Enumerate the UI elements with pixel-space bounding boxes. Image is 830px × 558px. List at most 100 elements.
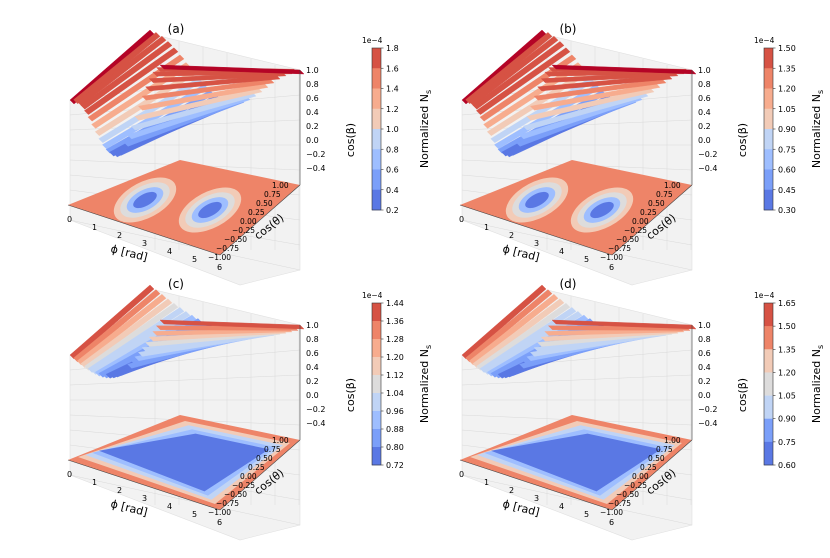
- colorbar-tick-label: 1.28: [386, 335, 404, 344]
- floor-projection: [460, 160, 692, 255]
- z-tick-label: −0.4: [306, 164, 325, 173]
- x-tick-label: 1: [484, 223, 489, 232]
- surface-strip: [461, 284, 547, 360]
- y-tick-label: 0.50: [648, 199, 665, 208]
- grid-line: [69, 374, 301, 386]
- x-tick-label: 6: [217, 263, 222, 272]
- colorbar-tick-label: 1.2: [386, 105, 399, 114]
- colorbar-segment: [764, 68, 773, 89]
- y-tick-label: 0.00: [240, 217, 257, 226]
- z-axis-label: cos(β): [736, 378, 749, 412]
- y-tick-label: −0.50: [224, 235, 247, 244]
- colorbar-tick-label: 0.6: [386, 166, 399, 175]
- z-tick-label: −0.4: [306, 419, 325, 428]
- z-tick-label: 0.8: [306, 80, 319, 89]
- colorbar-segment: [372, 88, 381, 110]
- z-axis-label: cos(β): [344, 123, 357, 157]
- colorbar-segment: [764, 441, 773, 466]
- colorbar-frame: [371, 302, 382, 466]
- surface-strip: [479, 307, 577, 373]
- colorbar-segment: [372, 411, 381, 430]
- panel-3: 01234561.000.750.500.250.00−0.25−0.50−0.…: [67, 277, 433, 541]
- z-tick-label: 0.2: [306, 122, 319, 131]
- colorbar-exponent: 1e−4: [362, 291, 383, 300]
- z-tick-label: 0.0: [306, 391, 319, 400]
- z-tick-label: 0.8: [698, 80, 711, 89]
- z-tick-label: −0.4: [698, 164, 717, 173]
- floor-oval-1: [525, 191, 549, 209]
- colorbar-tick-label: 0.60: [778, 166, 796, 175]
- y-tick-label: 0.75: [656, 445, 673, 454]
- colorbar-segment: [764, 395, 773, 420]
- floor-band: [491, 433, 661, 492]
- surface-strip: [465, 289, 553, 363]
- colorbar-tick-label: 0.45: [778, 186, 796, 195]
- surface-strip: [476, 47, 571, 115]
- y-tick-label: −0.50: [224, 490, 247, 499]
- surface-strip: [137, 83, 269, 111]
- colorbar-label: Normalized Ns: [418, 345, 433, 423]
- colorbar-label: Normalized Ns: [418, 90, 433, 168]
- z-tick-label: 0.4: [698, 108, 711, 117]
- colorbar-segment: [372, 393, 381, 412]
- colorbar-segment: [372, 149, 381, 170]
- x-axis-line: [459, 204, 613, 256]
- colorbar-tick-label: 0.88: [386, 425, 404, 434]
- z-tick-label: 0.6: [306, 349, 319, 358]
- floor-oval-1: [133, 191, 157, 209]
- y-tick-label: −0.75: [608, 244, 631, 253]
- z-tick-label: 0.0: [306, 136, 319, 145]
- surface-strip: [76, 294, 167, 366]
- floor-oval-2: [590, 201, 614, 219]
- x-tick-label: 1: [92, 223, 97, 232]
- y-tick-label: 0.75: [264, 445, 281, 454]
- surface: [69, 284, 305, 379]
- colorbar-segment: [372, 321, 381, 340]
- colorbar-tick-label: 1.50: [778, 322, 796, 331]
- surface-strip: [476, 302, 571, 371]
- colorbar-tick-label: 0.4: [386, 186, 399, 195]
- x-tick-label: 6: [609, 518, 614, 527]
- z-tick-label: 1.0: [306, 66, 319, 75]
- x-tick-label: 3: [142, 494, 147, 503]
- x-axis-line: [67, 459, 221, 511]
- colorbar-segment: [372, 169, 381, 191]
- colorbar-tick-label: 1.20: [386, 353, 404, 362]
- x-tick-label: 5: [584, 255, 589, 264]
- surface-strip: [80, 41, 173, 110]
- z-tick-label: 0.2: [698, 377, 711, 386]
- y-tick-label: −0.75: [216, 244, 239, 253]
- x-tick-label: 2: [117, 486, 122, 495]
- x-tick-label: 3: [142, 239, 147, 248]
- z-tick-label: 0.6: [306, 94, 319, 103]
- colorbar-tick-label: 0.60: [778, 461, 796, 470]
- z-tick-label: −0.2: [306, 405, 325, 414]
- colorbar-segment: [764, 108, 773, 130]
- surface-strip: [533, 78, 667, 101]
- z-tick-label: 0.4: [306, 363, 319, 372]
- y-tick-label: −0.25: [624, 226, 647, 235]
- y-tick-label: −0.50: [616, 490, 639, 499]
- colorbar-label-subscript: s: [424, 90, 433, 94]
- surface-strip: [551, 64, 697, 75]
- z-tick-label: 1.0: [306, 321, 319, 330]
- y-tick-label: 0.50: [256, 199, 273, 208]
- surface: [461, 284, 697, 379]
- colorbar-tick-label: 0.96: [386, 407, 404, 416]
- colorbar-tick-label: 0.90: [778, 415, 796, 424]
- colorbar-segment: [764, 372, 773, 396]
- colorbar-tick-label: 0.90: [778, 125, 796, 134]
- x-axis-line: [67, 204, 221, 256]
- floor-fill: [68, 160, 300, 255]
- grid-line: [461, 474, 693, 526]
- y-tick-label: 0.25: [248, 463, 265, 472]
- colorbar-tick-label: 1.6: [386, 64, 399, 73]
- z-tick-label: 0.6: [698, 94, 711, 103]
- panel-label: (b): [560, 22, 577, 36]
- z-tick-label: 1.0: [698, 66, 711, 75]
- z-tick-label: 0.0: [698, 136, 711, 145]
- x-tick-label: 0: [67, 470, 72, 479]
- colorbar-segment: [764, 303, 773, 327]
- y-tick-label: −1.00: [208, 253, 231, 262]
- panel-label: (c): [168, 277, 184, 291]
